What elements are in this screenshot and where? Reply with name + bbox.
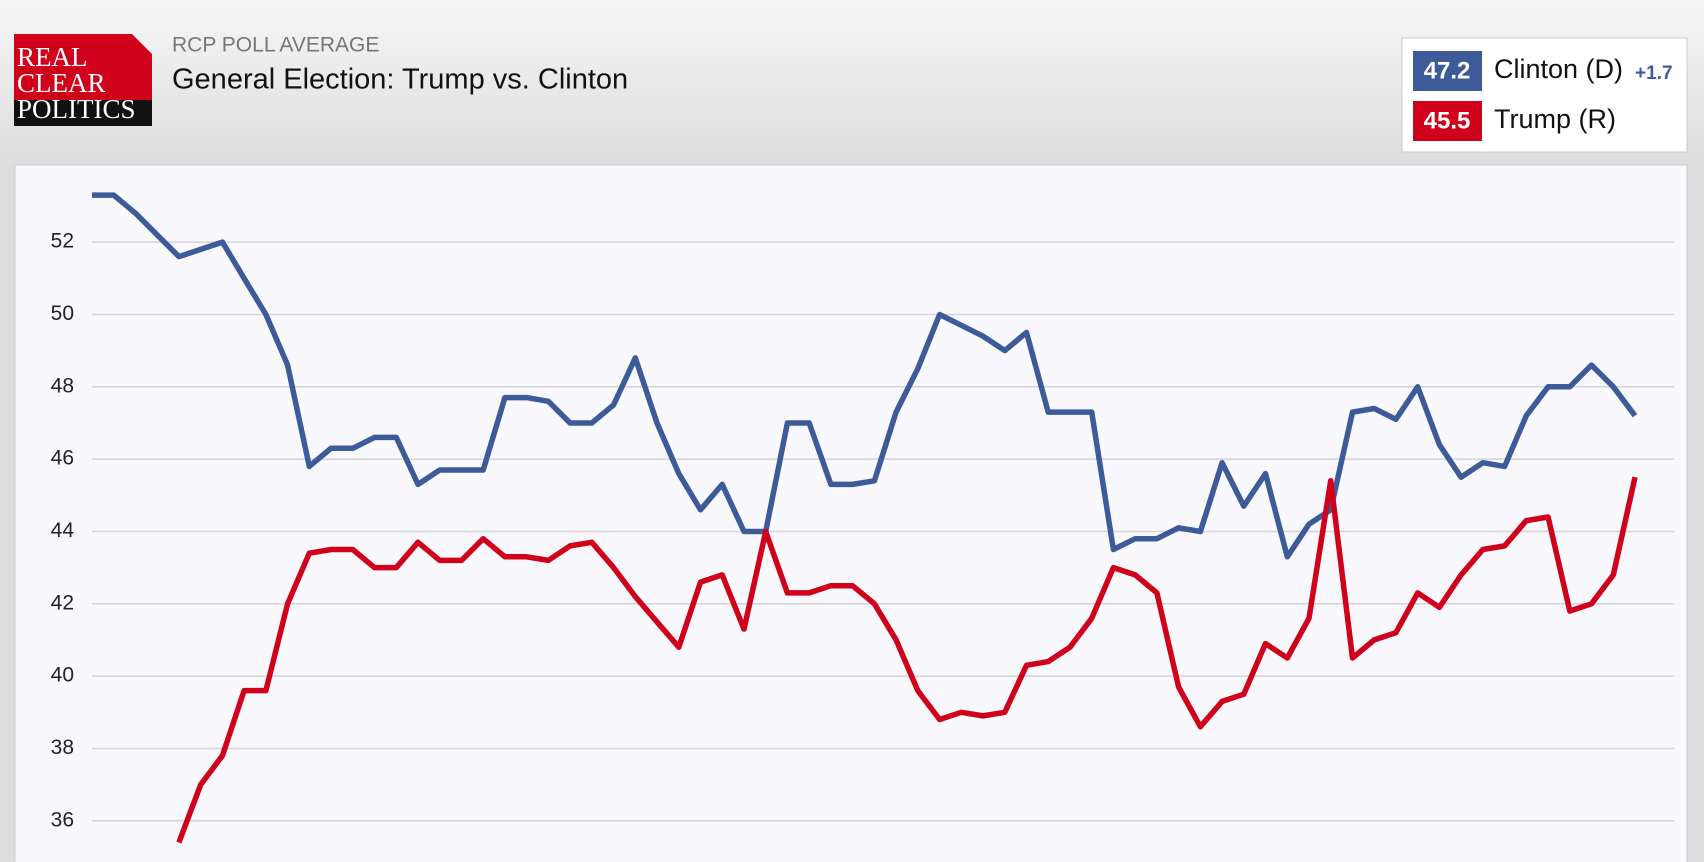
y-tick-label: 36 bbox=[51, 808, 74, 831]
y-tick-label: 50 bbox=[51, 302, 74, 325]
chart-title: General Election: Trump vs. Clinton bbox=[172, 64, 628, 96]
y-tick-label: 42 bbox=[51, 591, 74, 614]
y-tick-label: 44 bbox=[51, 519, 75, 542]
kicker: RCP POLL AVERAGE bbox=[172, 34, 379, 57]
legend-value: 47.2 bbox=[1424, 57, 1471, 84]
y-tick-label: 46 bbox=[51, 447, 74, 470]
y-tick-label: 52 bbox=[51, 230, 74, 253]
logo-text: POLITICS bbox=[17, 94, 136, 124]
legend-value: 45.5 bbox=[1424, 107, 1471, 134]
series-line bbox=[92, 192, 1638, 560]
plot-lines bbox=[92, 192, 1638, 844]
legend-name: Clinton (D) bbox=[1494, 54, 1623, 84]
logo-band bbox=[14, 100, 152, 126]
logo-text: CLEAR bbox=[17, 68, 106, 98]
series-line bbox=[176, 476, 1638, 844]
legend-badge bbox=[1413, 51, 1482, 91]
logo-corner bbox=[132, 34, 152, 54]
y-tick-label: 40 bbox=[51, 664, 74, 687]
y-tick-label: 48 bbox=[51, 374, 74, 397]
logo-text: REAL bbox=[17, 42, 88, 72]
legend-badge bbox=[1413, 101, 1482, 141]
plot-panel bbox=[14, 164, 1688, 862]
legend-name: Trump (R) bbox=[1494, 104, 1616, 134]
legend-spread: +1.7 bbox=[1635, 63, 1673, 84]
y-tick-label: 38 bbox=[51, 736, 74, 759]
